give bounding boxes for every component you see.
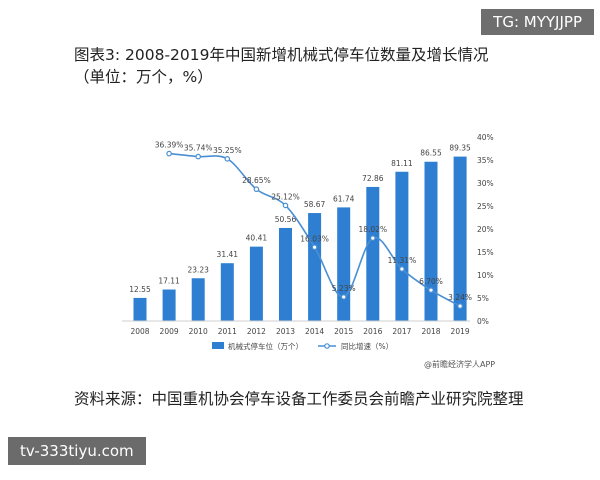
bar-label-2019: 89.35	[449, 144, 471, 153]
watermark-tag: TG: MYYJJPP	[481, 9, 594, 35]
y-right-tick-0%: 0%	[477, 317, 489, 326]
growth-point-2014	[311, 244, 318, 251]
bar-2015	[337, 207, 351, 321]
growth-point-2016	[369, 235, 376, 241]
site-badge: tv-333tiyu.com	[8, 437, 146, 465]
y-right-tick-10%: 10%	[477, 271, 494, 280]
legend-bar-swatch	[212, 342, 224, 349]
legend-line-marker	[324, 343, 330, 349]
bar-2019	[453, 156, 467, 321]
legend-line-label: 同比增速（%）	[341, 341, 393, 351]
x-axis: 2008 2009 2010 2011 2012 2013 2014 2015 2016 2017…	[122, 320, 470, 336]
growth-point-2019	[457, 303, 463, 309]
x-tick-2013: 2013	[276, 327, 295, 336]
bar-label-2011: 31.41	[217, 250, 239, 259]
x-tick-2010: 2010	[189, 327, 208, 336]
bars-layer	[133, 156, 467, 321]
bar-2009	[162, 289, 176, 321]
growth-point-2009	[166, 150, 172, 157]
x-tick-2008: 2008	[130, 327, 149, 336]
growth-label-2013: 25.12%	[271, 192, 300, 201]
source-note: 资料来源：中国重机协会停车设备工作委员会前瞻产业研究院整理	[74, 390, 524, 408]
bar-label-2014: 58.67	[304, 200, 326, 209]
bar-label-2008: 12.55	[129, 285, 151, 294]
growth-point-2011	[224, 156, 231, 162]
chart-title: 图表3: 2008-2019年中国新增机械式停车位数量及增长情况 （单位：万个，…	[74, 44, 574, 88]
growth-point-2018	[428, 287, 434, 293]
bar-label-2012: 40.41	[246, 234, 268, 243]
bar-label-2018: 86.55	[420, 149, 442, 158]
growth-label-2009: 36.39%	[155, 141, 184, 150]
growth-point-2015	[340, 294, 347, 300]
x-tick-2009: 2009	[160, 327, 179, 336]
bar-label-2010: 23.23	[187, 265, 209, 274]
bar-2018	[424, 161, 438, 321]
chart-title-line1: 图表3: 2008-2019年中国新增机械式停车位数量及增长情况	[74, 46, 489, 64]
growth-point-2013	[282, 202, 289, 209]
bar-label-2009: 17.11	[158, 277, 180, 286]
x-tick-2016: 2016	[363, 327, 382, 336]
y-right-axis: 0% 5% 10% 15% 20% 25% 30% 35% 40%	[477, 133, 494, 326]
bar-2013	[279, 227, 292, 321]
y-right-tick-5%: 5%	[477, 294, 489, 303]
growth-label-2010: 35.74%	[184, 144, 213, 153]
growth-label-2019: 3.24%	[448, 293, 472, 302]
growth-label-2012: 28.65%	[242, 176, 271, 185]
bar-label-2016: 72.86	[362, 174, 384, 183]
chart-title-unit: （单位：万个，%）	[74, 68, 213, 86]
bar-label-2017: 81.11	[391, 159, 413, 168]
y-right-tick-25%: 25%	[477, 202, 494, 211]
y-right-tick-40%: 40%	[477, 133, 494, 142]
growth-label-2015: 5.23%	[332, 284, 356, 293]
y-right-tick-30%: 30%	[477, 179, 494, 188]
line-labels-layer: 36.39% 35.74% 35.25% 28.65%25.12% 16.03% 5.23…	[155, 141, 472, 302]
line-layer	[166, 150, 463, 309]
bar-2008	[133, 297, 147, 321]
chart-credit: @前瞻经济学人APP	[424, 359, 495, 369]
x-tick-2012: 2012	[247, 327, 266, 336]
growth-point-2010	[195, 153, 202, 160]
bar-2016	[366, 186, 380, 321]
y-right-tick-15%: 15%	[477, 248, 494, 257]
x-tick-2018: 2018	[421, 327, 440, 336]
growth-label-2011: 35.25%	[213, 146, 242, 155]
growth-label-2017: 11.31%	[388, 256, 417, 265]
legend: 机械式停车位（万个） 同比增速（%）	[212, 341, 393, 351]
x-tick-2011: 2011	[218, 327, 237, 336]
growth-label-2014: 16.03%	[300, 234, 329, 243]
bar-2014	[308, 213, 322, 321]
legend-bar-label: 机械式停车位（万个）	[228, 341, 303, 351]
bar-label-2015: 61.74	[333, 194, 355, 203]
growth-point-2012	[253, 186, 260, 193]
growth-label-2018: 6.70%	[419, 277, 443, 286]
growth-point-2017	[399, 266, 405, 272]
bar-2011	[220, 263, 234, 321]
x-tick-2014: 2014	[305, 327, 324, 336]
x-tick-2017: 2017	[392, 327, 411, 336]
growth-label-2016: 18.02%	[358, 225, 387, 234]
bar-2017	[395, 171, 409, 321]
y-right-tick-20%: 20%	[477, 225, 494, 234]
y-right-tick-35%: 35%	[477, 156, 494, 165]
bar-label-2013: 50.56	[275, 215, 297, 224]
bar-labels-layer: 12.55 17.11 23.23 31.41 40.41 50.56 58.67 61.74…	[129, 144, 471, 294]
x-tick-2015: 2015	[334, 327, 353, 336]
bar-2010	[191, 278, 205, 321]
x-tick-2019: 2019	[451, 327, 470, 336]
bar-2012	[249, 246, 263, 321]
